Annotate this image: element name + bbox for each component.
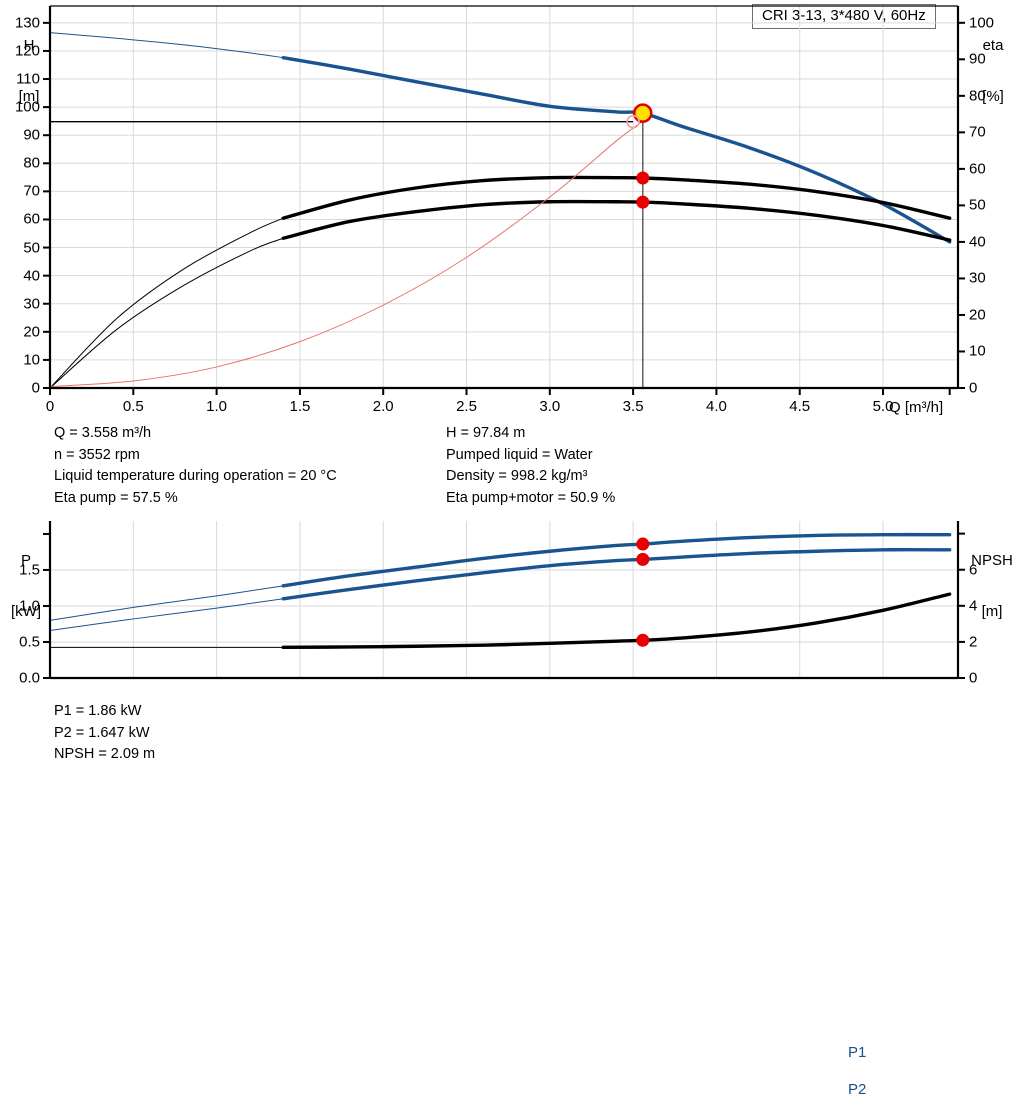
top-chart-y-left-title-line1: H bbox=[23, 37, 35, 54]
info-bottom-p1: P1 = 1.86 kW bbox=[54, 703, 142, 719]
tick-label-y-left: 20 bbox=[23, 323, 40, 341]
tick-label-y-right: 100 bbox=[969, 14, 995, 32]
tick-label-x: 0.5 bbox=[122, 398, 144, 415]
tick-label-x: 1.0 bbox=[206, 398, 228, 415]
curve-label-p1: P1 bbox=[848, 1044, 867, 1061]
tick-label-y-right: 30 bbox=[969, 269, 986, 287]
tick-label-y-right: 90 bbox=[969, 50, 986, 68]
tick-label-y-right: 20 bbox=[969, 306, 986, 324]
tick-label-y-left: 40 bbox=[23, 267, 40, 285]
top-chart-y-right-title-line2: [%] bbox=[982, 88, 1004, 105]
duty-point-shadow-marker bbox=[626, 114, 640, 129]
top-chart-plot bbox=[43, 5, 965, 395]
tick-label-x: 3.5 bbox=[622, 398, 644, 415]
top-chart-y-right-title-line1: eta bbox=[982, 37, 1004, 54]
info-left-liquid-temp: Liquid temperature during operation = 20… bbox=[54, 468, 337, 484]
curve-eta-pump bbox=[281, 175, 952, 220]
curve-head-h-pump-curve- bbox=[281, 55, 952, 244]
curve-label-p2: P2 bbox=[848, 1081, 867, 1098]
info-block-left: Q = 3.558 m³/h n = 3552 rpm Liquid tempe… bbox=[54, 423, 337, 509]
tick-label-y-left: 0.5 bbox=[19, 633, 40, 651]
tick-label-x: 3.0 bbox=[539, 398, 561, 415]
info-left-q: Q = 3.558 m³/h bbox=[54, 425, 152, 441]
tick-label-y-left: 50 bbox=[23, 239, 40, 257]
tick-label-y-left: 110 bbox=[16, 70, 40, 88]
eta-pump-point-marker bbox=[636, 171, 650, 185]
tick-label-y-left: 130 bbox=[14, 14, 40, 32]
bottom-chart-y-left-title-line2: [kW] bbox=[11, 603, 41, 620]
curve-p1 bbox=[281, 532, 952, 588]
top-chart-y-left-title: H [m] bbox=[6, 3, 52, 139]
top-chart-tick-labels: 0 10 20 30 40 50 60 70 80 90 100 110 120 130 0 10 20 30 40… bbox=[0, 0, 1024, 420]
tick-label-y-right: 4 bbox=[969, 597, 978, 615]
tick-label-x: 0 bbox=[45, 398, 55, 415]
tick-label-y-right: 50 bbox=[969, 196, 986, 214]
tick-label-y-left: 0 bbox=[31, 379, 40, 397]
top-chart-y-left-title-line2: [m] bbox=[18, 88, 40, 105]
curve-npsh bbox=[281, 592, 952, 650]
tick-label-y-right: 60 bbox=[969, 160, 986, 178]
top-chart-x-title: Q [m³/h] bbox=[889, 399, 944, 416]
tick-label-y-left: 10 bbox=[23, 351, 40, 369]
npsh-point-marker bbox=[636, 633, 650, 647]
info-bottom-p2: P2 = 1.647 kW bbox=[54, 724, 150, 741]
info-right-eta-pump-motor: Eta pump+motor = 50.9 % bbox=[446, 489, 616, 506]
model-label-box: CRI 3-13, 3*480 V, 60Hz bbox=[752, 4, 936, 29]
duty-point-marker bbox=[633, 103, 653, 123]
tick-label-y-left: 100 bbox=[14, 98, 40, 116]
info-left-n: n = 3552 rpm bbox=[54, 446, 140, 463]
tick-label-x: 5.0 bbox=[872, 398, 894, 415]
bottom-chart-y-right-title-line2: [m] bbox=[981, 603, 1003, 620]
info-block-bottom: P1 = 1.86 kW P2 = 1.647 kW NPSH = 2.09 m bbox=[54, 701, 155, 766]
bottom-chart-tick-labels: 0.0 0.5 1.0 1.5 0 2 4 6 bbox=[0, 515, 1024, 700]
tick-label-y-right: 0 bbox=[969, 669, 978, 687]
tick-label-y-left: 90 bbox=[23, 126, 40, 144]
info-right-h: H = 97.84 m bbox=[446, 425, 526, 441]
bottom-chart-y-right-title: NPSH [m] bbox=[960, 518, 1024, 654]
tick-label-y-right: 70 bbox=[969, 123, 986, 141]
p2-point-marker bbox=[636, 552, 650, 566]
curve-p2 bbox=[281, 548, 952, 601]
tick-label-y-left: 0.0 bbox=[19, 669, 40, 687]
tick-label-y-left: 70 bbox=[23, 182, 40, 200]
tick-label-y-right: 0 bbox=[969, 379, 978, 397]
info-block-right: H = 97.84 m Pumped liquid = Water Densit… bbox=[446, 423, 615, 509]
tick-label-y-left: 120 bbox=[14, 42, 40, 60]
bottom-chart-y-right-title-line1: NPSH bbox=[971, 552, 1013, 569]
tick-label-y-right: 80 bbox=[969, 87, 986, 105]
bottom-chart-y-left-title-line1: P bbox=[20, 552, 31, 569]
bottom-chart-y-left-title: P [kW] bbox=[0, 518, 52, 654]
tick-label-x: 4.0 bbox=[705, 398, 727, 415]
bottom-chart: P [kW] NPSH [m] 0.0 0.5 1.0 1.5 0 2 4 6 P1 P2 bbox=[0, 515, 1024, 1098]
tick-label-x: 2.0 bbox=[372, 398, 394, 415]
info-right-pumped-liquid: Pumped liquid = Water bbox=[446, 446, 593, 463]
curve-eta-pump-motor bbox=[281, 199, 952, 242]
top-chart-y-right-title: eta [%] bbox=[966, 3, 1020, 139]
info-right-density: Density = 998.2 kg/m³ bbox=[446, 468, 588, 484]
tick-label-y-right: 10 bbox=[969, 342, 986, 360]
tick-label-y-right: 6 bbox=[969, 561, 978, 579]
bottom-chart-plot bbox=[43, 521, 965, 680]
top-chart: H [m] eta [%] CRI 3-13, 3*480 V, 60Hz 0 1… bbox=[0, 0, 1024, 420]
tick-label-y-left: 80 bbox=[23, 154, 40, 172]
info-bottom-npsh: NPSH = 2.09 m bbox=[54, 746, 156, 762]
tick-label-x: 4.5 bbox=[789, 398, 811, 415]
tick-label-y-left: 30 bbox=[23, 295, 40, 313]
info-left-eta-pump: Eta pump = 57.5 % bbox=[54, 489, 178, 506]
curve-system-npsh-auxiliary-curve bbox=[49, 120, 644, 388]
tick-label-x: 1.5 bbox=[289, 398, 311, 415]
tick-label-y-left: 1.5 bbox=[19, 561, 40, 579]
tick-label-x: 2.5 bbox=[456, 398, 477, 415]
tick-label-y-left: 60 bbox=[23, 210, 40, 228]
tick-label-y-right: 40 bbox=[969, 233, 986, 251]
eta-pump-motor-point-marker bbox=[636, 195, 650, 209]
tick-label-y-left: 1.0 bbox=[19, 597, 40, 615]
tick-label-y-right: 2 bbox=[969, 633, 978, 651]
p1-point-marker bbox=[636, 537, 650, 551]
